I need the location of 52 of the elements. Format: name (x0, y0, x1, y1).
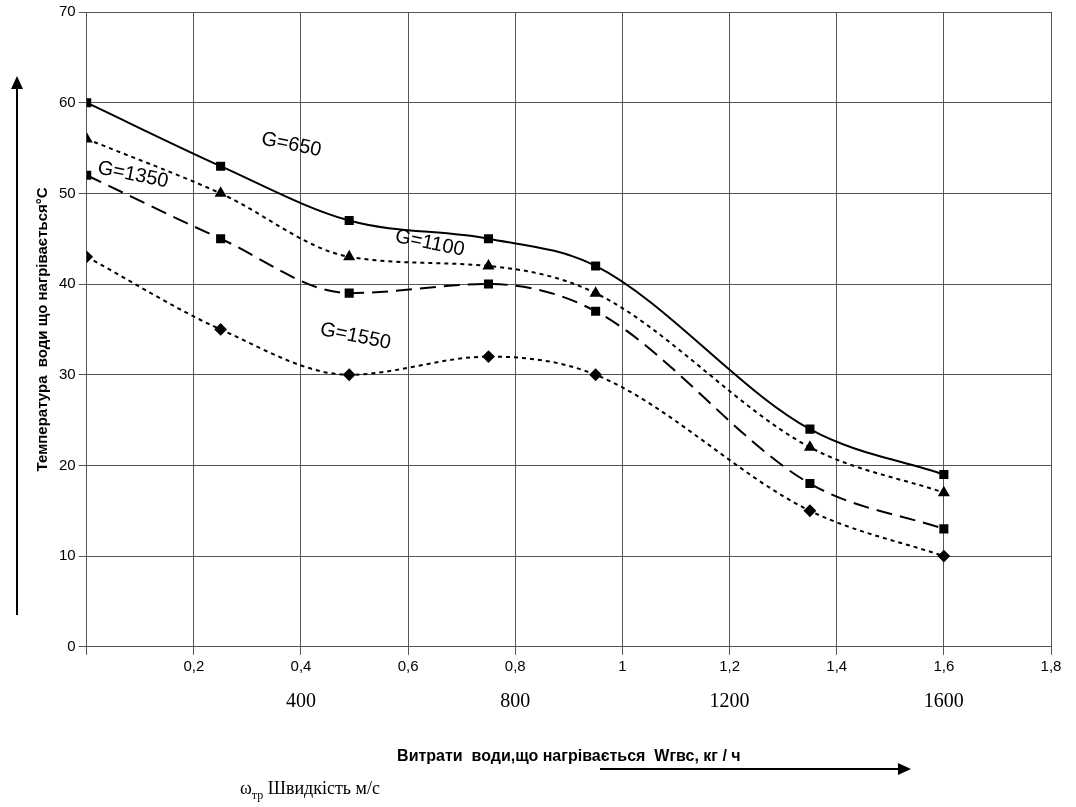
text: G=1100 (393, 224, 467, 260)
x-tick-label: 1,4 (826, 656, 848, 674)
x-tick-label: 0,6 (397, 656, 419, 674)
point (343, 250, 355, 261)
y-tick-label: 0 (67, 636, 76, 654)
point (483, 279, 494, 289)
y-tick-label: 30 (59, 364, 76, 382)
x2-axis-title: Витрати води,що нагрівається Wгвс, кг / ч (397, 746, 741, 764)
text: G=1350 (95, 155, 171, 192)
y-tick-label: 10 (59, 546, 76, 564)
point (483, 234, 494, 244)
point (590, 287, 601, 297)
x2-tick-label: 400 (285, 689, 316, 712)
point (214, 323, 227, 336)
point (939, 469, 949, 480)
y-tick-label: 70 (59, 2, 76, 20)
y-tick-label: 60 (59, 92, 76, 110)
point (483, 259, 494, 270)
y-tick-label: 20 (59, 455, 76, 473)
x-tick-label: 0,4 (290, 656, 312, 674)
x-tick-label: 1,8 (1040, 656, 1062, 674)
point (591, 261, 601, 271)
point (804, 441, 816, 451)
point (344, 216, 354, 226)
y-axis-title: Температура води що нагрівається°C (33, 187, 51, 472)
point (939, 524, 949, 534)
y-tick-label: 50 (59, 183, 76, 201)
text: G=1550 (318, 317, 394, 353)
x-tick-label: 1,2 (719, 656, 740, 674)
point (805, 479, 815, 489)
point (482, 350, 495, 363)
x-tick-label: 0,8 (504, 656, 526, 674)
x-tick-label: 1 (618, 656, 627, 674)
point (589, 368, 602, 381)
text: G=650 (259, 126, 324, 161)
point (216, 234, 226, 244)
point (344, 288, 354, 298)
x-tick-label: 1,6 (933, 656, 955, 674)
point (591, 306, 601, 316)
x2-tick-label: 1200 (709, 689, 750, 712)
x-tick-label: 0,2 (183, 656, 205, 674)
point (937, 550, 950, 563)
y-tick-label: 40 (59, 274, 76, 292)
point (215, 187, 226, 197)
point (216, 161, 226, 171)
point (938, 486, 950, 497)
x2-tick-label: 800 (500, 689, 531, 712)
point (805, 424, 815, 434)
x2-tick-label: 1600 (923, 689, 964, 712)
point (803, 504, 816, 517)
point (343, 368, 356, 381)
x-axis-title: ω$_{тр}$ Швидкість м/с (240, 778, 380, 803)
